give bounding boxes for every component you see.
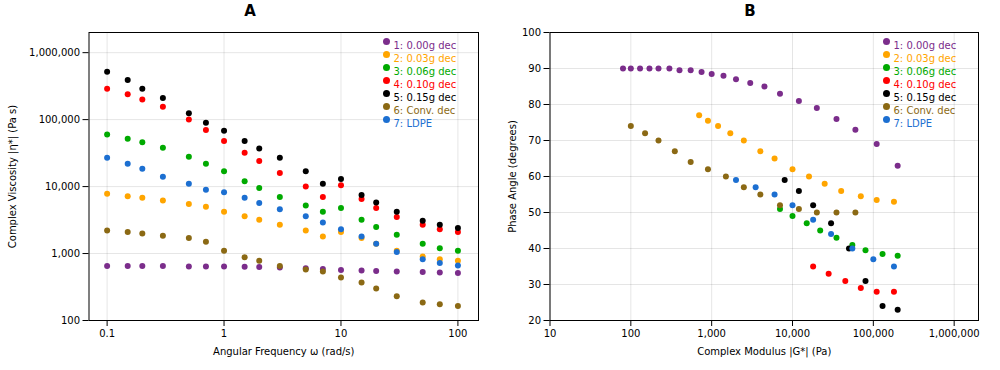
svg-text:1: 0.00g dec: 1: 0.00g dec: [894, 40, 957, 51]
svg-text:20: 20: [528, 315, 541, 326]
svg-text:5: 0.15g dec: 5: 0.15g dec: [394, 92, 457, 103]
svg-text:100,000: 100,000: [853, 328, 894, 339]
svg-text:10: 10: [335, 328, 348, 339]
svg-text:70: 70: [528, 135, 541, 146]
svg-text:100: 100: [522, 27, 541, 38]
svg-text:60: 60: [528, 171, 541, 182]
svg-text:4: 0.10g dec: 4: 0.10g dec: [394, 79, 457, 90]
svg-text:4: 0.10g dec: 4: 0.10g dec: [894, 79, 957, 90]
svg-text:0.1: 0.1: [99, 328, 115, 339]
svg-text:100: 100: [621, 328, 640, 339]
html-text:B: B: [744, 2, 756, 20]
svg-text:30: 30: [528, 279, 541, 290]
svg-text:Complex Viscosity |η*| (Pa s): Complex Viscosity |η*| (Pa s): [7, 105, 19, 249]
svg-text:10: 10: [544, 328, 557, 339]
svg-text:1: 1: [221, 328, 227, 339]
svg-text:10,000: 10,000: [45, 181, 80, 192]
svg-text:2: 0.03g dec: 2: 0.03g dec: [894, 53, 957, 64]
svg-text:6: Conv. dec: 6: Conv. dec: [394, 105, 456, 116]
svg-text:50: 50: [528, 207, 541, 218]
svg-text:Phase Angle (degrees): Phase Angle (degrees): [507, 120, 518, 233]
svg-text:2: 0.03g dec: 2: 0.03g dec: [394, 53, 457, 64]
svg-text:100,000: 100,000: [39, 114, 80, 125]
svg-text:7: LDPE: 7: LDPE: [394, 118, 433, 129]
svg-text:3: 0.06g dec: 3: 0.06g dec: [894, 66, 957, 77]
html-text:A: A: [244, 2, 256, 20]
svg-text:10,000: 10,000: [775, 328, 810, 339]
svg-text:80: 80: [528, 99, 541, 110]
svg-text:1: 0.00g dec: 1: 0.00g dec: [394, 40, 457, 51]
svg-text:3: 0.06g dec: 3: 0.06g dec: [394, 66, 457, 77]
svg-text:7: LDPE: 7: LDPE: [894, 118, 933, 129]
svg-text:5: 0.15g dec: 5: 0.15g dec: [894, 92, 957, 103]
svg-text:6: Conv. dec: 6: Conv. dec: [894, 105, 956, 116]
svg-text:1,000,000: 1,000,000: [929, 328, 980, 339]
svg-text:40: 40: [528, 243, 541, 254]
svg-text:1,000,000: 1,000,000: [29, 47, 80, 58]
svg-text:1,000: 1,000: [51, 248, 80, 259]
svg-text:1,000: 1,000: [697, 328, 726, 339]
svg-text:100: 100: [61, 315, 80, 326]
svg-text:Complex Modulus |G*| (Pa): Complex Modulus |G*| (Pa): [697, 346, 831, 358]
svg-text:100: 100: [448, 328, 467, 339]
svg-text:Angular Frequency ω (rad/s): Angular Frequency ω (rad/s): [213, 346, 355, 357]
svg-text:90: 90: [528, 63, 541, 74]
